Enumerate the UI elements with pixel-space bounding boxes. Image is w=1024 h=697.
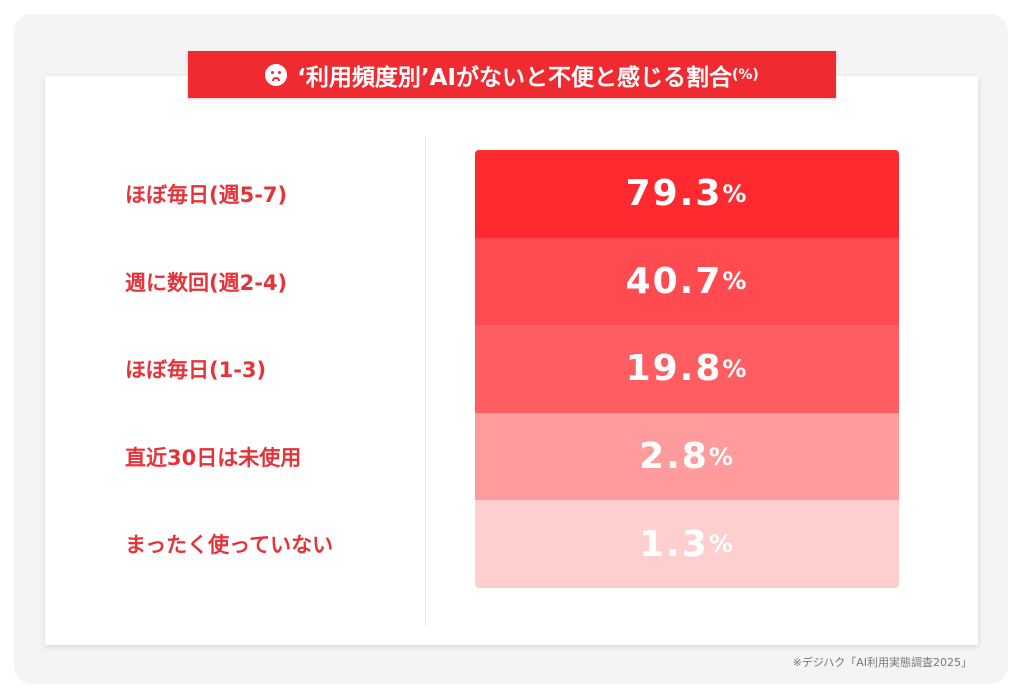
data-label: 79.3: [625, 173, 723, 215]
category-label: 直近30日は未使用: [125, 445, 302, 470]
value-cell: 40.7%: [475, 237, 899, 326]
divider: [425, 136, 426, 626]
category-label: ほぼ毎日(1-3): [125, 358, 267, 383]
category-label: 週に数回(週2-4): [125, 270, 288, 295]
value-cell: 19.8%: [475, 325, 899, 413]
sad-face-icon: [265, 63, 288, 86]
unit-label: %: [722, 179, 749, 208]
value-column: 79.3% 40.7% 19.8% 2.8% 1.3%: [475, 150, 899, 588]
chart-title: ‘利用頻度別’AIがないと不便と感じる割合 (%): [188, 51, 836, 98]
value-cell: 2.8%: [475, 412, 899, 501]
unit-label: %: [708, 442, 735, 471]
title-text: ‘利用頻度別’AIがないと不便と感じる割合: [297, 64, 732, 91]
data-label: 40.7: [625, 260, 723, 302]
unit-label: %: [722, 267, 749, 296]
title-unit: (%): [732, 66, 759, 83]
source-note: ※デジハク「AI利用実態調査2025」: [792, 656, 972, 669]
value-cell: 1.3%: [475, 500, 899, 588]
data-label: 19.8: [625, 348, 723, 390]
data-label: 2.8: [639, 436, 709, 478]
category-label: まったく使っていない: [125, 533, 334, 558]
unit-label: %: [708, 530, 735, 559]
data-label: 1.3: [639, 523, 709, 565]
category-label: ほぼ毎日(週5-7): [125, 183, 288, 207]
unit-label: %: [722, 354, 749, 383]
value-cell: 79.3%: [475, 150, 899, 238]
